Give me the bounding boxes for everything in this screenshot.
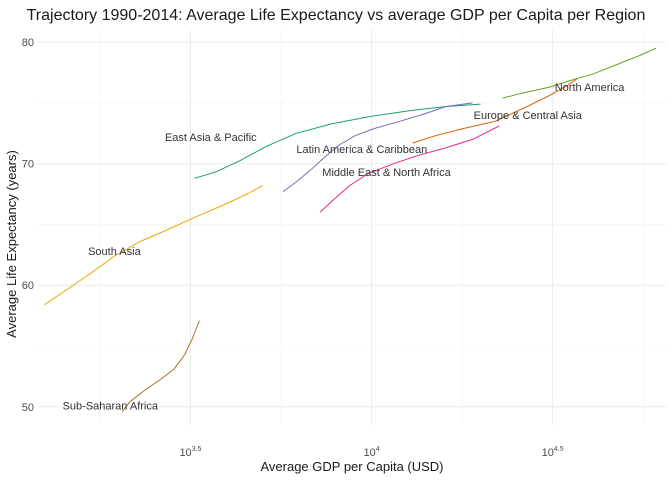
- series-lines: [44, 47, 657, 412]
- series-line: [502, 47, 657, 99]
- series-label: Europe & Central Asia: [474, 110, 583, 122]
- grid: [38, 30, 666, 425]
- series-line: [412, 78, 578, 144]
- series-label: North America: [555, 82, 626, 94]
- series-label: East Asia & Pacific: [165, 132, 257, 144]
- x-axis-ticks: 103.5 104 104.5: [179, 446, 563, 459]
- series-line: [121, 320, 200, 412]
- series-label: South Asia: [88, 246, 141, 258]
- x-tick-label: 104.5: [542, 446, 564, 459]
- series-label: Latin America & Caribbean: [296, 144, 427, 156]
- chart-title: Trajectory 1990-2014: Average Life Expec…: [27, 7, 646, 24]
- series-label: Sub-Saharan Africa: [63, 401, 159, 413]
- series-line: [319, 125, 500, 213]
- x-axis-title: Average GDP per Capita (USD): [260, 459, 443, 474]
- y-axis-title: Average Life Expectancy (years): [4, 150, 19, 338]
- series-line: [194, 103, 481, 179]
- series-line: [282, 102, 473, 193]
- series-label: Middle East & North Africa: [322, 167, 451, 179]
- y-axis-ticks: 50 60 70 80: [22, 37, 34, 414]
- series-labels: East Asia & Pacific Europe & Central Asia…: [63, 82, 626, 413]
- x-tick-label: 103.5: [179, 446, 201, 459]
- y-tick-label: 80: [22, 37, 34, 49]
- y-tick-label: 70: [22, 159, 34, 171]
- series-line: [44, 185, 263, 306]
- y-tick-label: 60: [22, 280, 34, 292]
- x-tick-label: 104: [363, 446, 379, 459]
- y-tick-label: 50: [22, 402, 34, 414]
